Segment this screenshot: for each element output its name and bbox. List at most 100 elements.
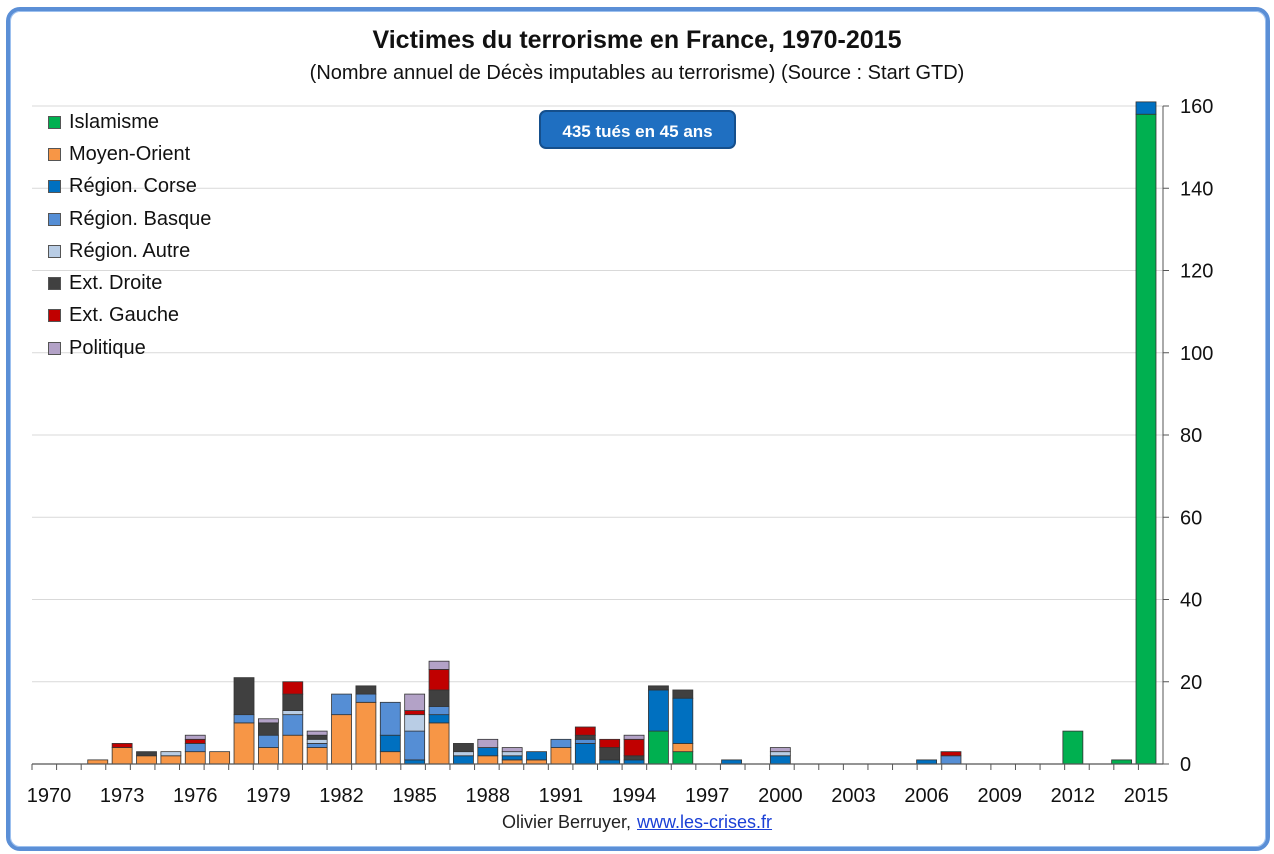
bar-segment	[404, 693, 426, 711]
legend-swatch	[48, 180, 61, 194]
credit-author: Olivier Berruyer,	[501, 812, 632, 832]
x-tick-label: 1973	[100, 785, 145, 807]
bar-segment	[501, 751, 523, 757]
legend-item: Moyen-Orient	[48, 138, 211, 170]
bar-segment	[306, 738, 328, 744]
legend-swatch	[48, 309, 61, 323]
legend-swatch	[48, 212, 61, 226]
bar-segment	[282, 714, 304, 736]
legend-label: Région. Autre	[69, 239, 191, 262]
bar-segment	[306, 734, 328, 740]
bar-segment	[282, 681, 304, 695]
bar-segment	[258, 734, 279, 748]
bar-segment	[233, 722, 255, 765]
bar-segment	[306, 743, 328, 748]
bar-segment	[1062, 730, 1084, 765]
bar-segment	[574, 734, 596, 740]
bar-segment	[453, 751, 474, 757]
bar-segment	[111, 747, 133, 765]
bar-segment	[526, 759, 547, 765]
y-tick-label: 20	[1180, 672, 1202, 694]
bar-segment	[404, 714, 426, 732]
legend-swatch	[48, 147, 61, 161]
bar-segment	[306, 747, 328, 765]
bar-segment	[550, 738, 572, 748]
bar-segment	[769, 751, 791, 757]
legend-swatch	[48, 244, 61, 258]
bar-segment	[648, 689, 669, 732]
bar-segment	[136, 751, 157, 757]
x-tick-label: 1991	[539, 785, 584, 807]
bar-segment	[599, 759, 621, 765]
bar-segment	[87, 759, 109, 765]
legend-item: Islamisme	[48, 106, 211, 138]
x-tick-label: 1982	[319, 785, 364, 807]
legend-label: Ext. Droite	[69, 272, 163, 295]
bar-segment	[550, 747, 572, 765]
legend-label: Moyen-Orient	[69, 142, 191, 165]
x-tick-label: 1988	[466, 785, 511, 807]
x-tick-label: 2015	[1124, 785, 1169, 807]
y-tick-label: 120	[1180, 261, 1213, 283]
legend-item: Ext. Droite	[48, 267, 211, 299]
bar-segment	[111, 743, 133, 748]
bar-segment	[355, 693, 377, 703]
chart-legend: Islamisme Moyen-Orient Région. Corse Région…	[48, 106, 211, 364]
bar-segment	[623, 734, 645, 740]
bar-segment	[672, 689, 694, 699]
bar-segment	[184, 743, 206, 753]
bar-segment	[233, 677, 255, 716]
bar-segment	[258, 718, 279, 724]
bar-segment	[282, 734, 304, 765]
bar-segment	[623, 738, 645, 757]
bar-segment	[599, 747, 621, 761]
y-tick-label: 60	[1180, 507, 1202, 529]
bar-segment	[379, 734, 401, 753]
x-tick-label: 2009	[977, 785, 1022, 807]
bar-segment	[623, 759, 645, 765]
bar-segment	[404, 759, 426, 765]
bar-segment	[501, 755, 523, 761]
bar-segment	[526, 751, 547, 761]
bar-segment	[160, 755, 182, 765]
y-tick-label: 160	[1180, 96, 1213, 118]
bar-segment	[355, 685, 377, 695]
total-annotation: 435 tués en 45 ans	[539, 110, 736, 149]
bar-segment	[136, 755, 157, 765]
bar-segment	[428, 689, 450, 707]
bar-segment	[379, 701, 401, 736]
credit-line: Olivier Berruyer, www.les-crises.fr	[0, 812, 1274, 833]
bar-segment	[209, 751, 231, 765]
legend-item: Région. Basque	[48, 203, 211, 235]
y-tick-label: 80	[1180, 425, 1202, 447]
bar-segment	[501, 747, 523, 753]
bar-segment	[184, 738, 206, 744]
credit-link[interactable]: www.les-crises.fr	[637, 812, 773, 832]
legend-label: Ext. Gauche	[69, 304, 180, 327]
legend-item: Ext. Gauche	[48, 300, 211, 332]
x-tick-label: 1994	[612, 785, 657, 807]
chart-subtitle: (Nombre annuel de Décès imputables au te…	[309, 62, 965, 84]
bar-segment	[672, 743, 694, 753]
x-tick-label: 2003	[831, 785, 876, 807]
legend-label: Région. Basque	[69, 207, 212, 230]
bar-segment	[916, 759, 937, 765]
bar-segment	[428, 714, 450, 724]
x-tick-label: 2000	[758, 785, 803, 807]
bar-segment	[574, 726, 596, 736]
bar-segment	[477, 747, 499, 757]
bar-segment	[672, 697, 694, 744]
legend-item: Région. Autre	[48, 235, 211, 267]
bar-segment	[574, 743, 596, 765]
bar-segment	[428, 669, 450, 691]
x-tick-label: 1997	[685, 785, 730, 807]
bar-segment	[184, 734, 206, 740]
bar-segment	[331, 714, 352, 765]
x-tick-label: 1976	[173, 785, 218, 807]
bar-segment	[721, 759, 742, 765]
bar-segment	[160, 751, 182, 757]
bar-segment	[574, 738, 596, 744]
bar-segment	[404, 730, 426, 761]
chart-title: Victimes du terrorisme en France, 1970-2…	[372, 26, 902, 54]
bar-segment	[648, 685, 669, 691]
